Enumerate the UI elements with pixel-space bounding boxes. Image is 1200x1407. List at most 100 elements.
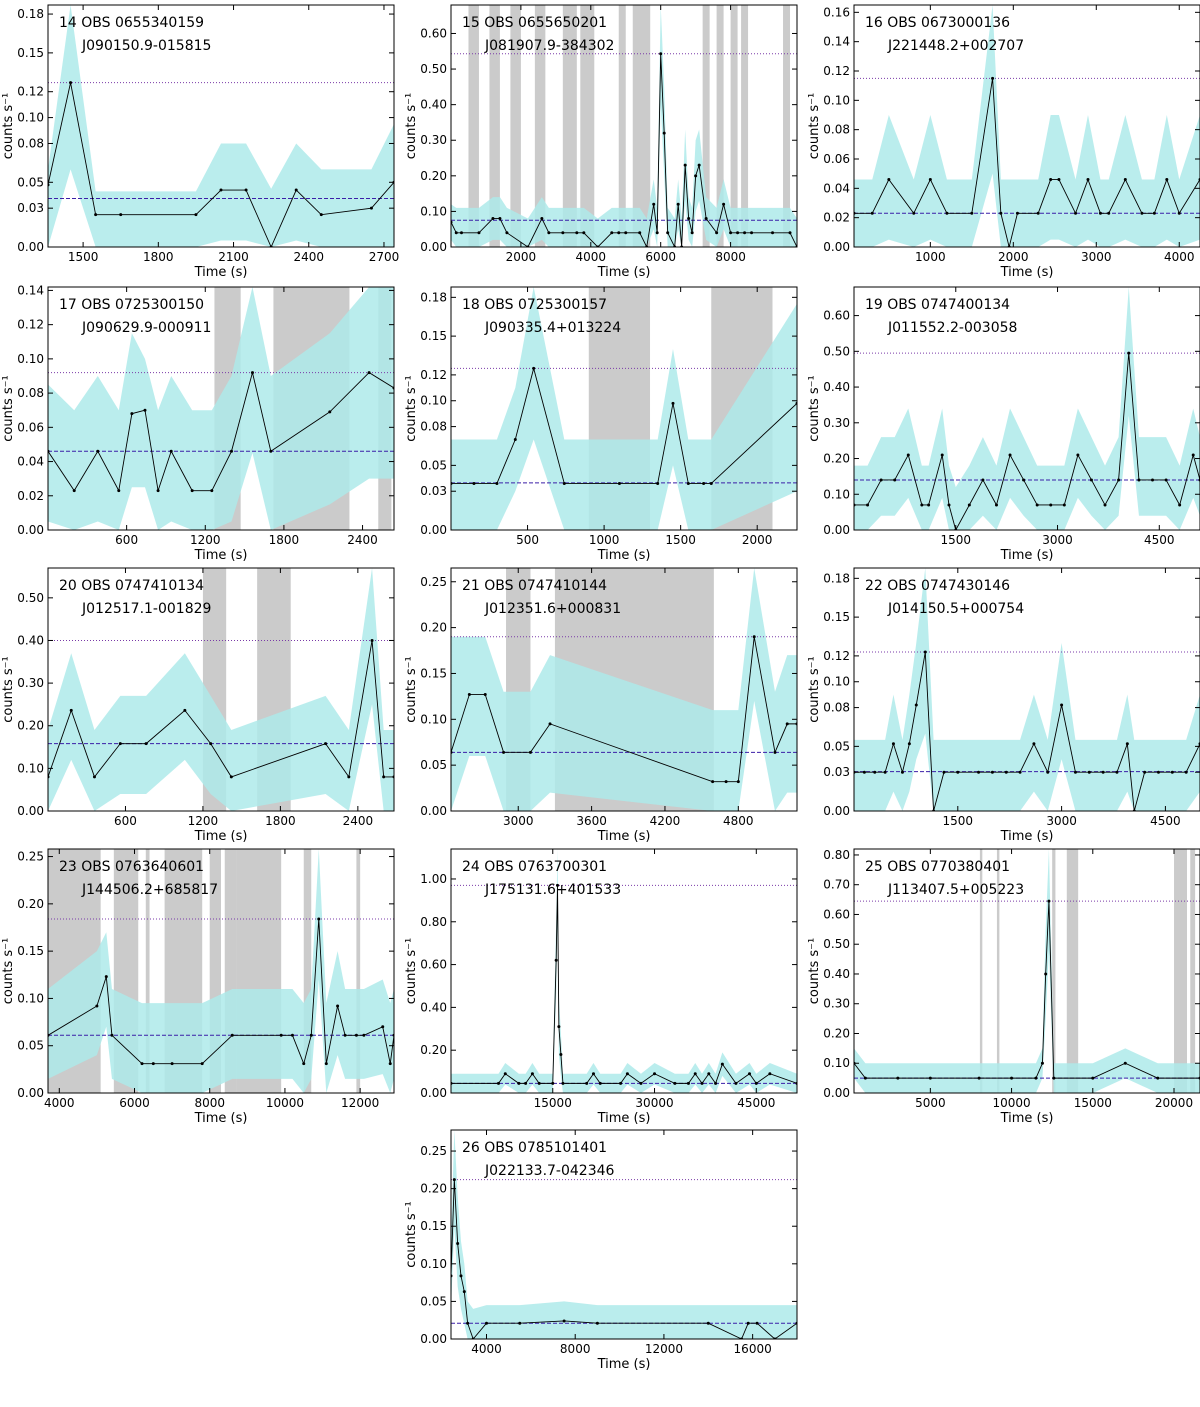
data-point [591,1072,595,1076]
xtick-label: 1800 [265,814,296,828]
ytick-label: 0.04 [17,455,44,469]
panel-22: 0.00 0.03 0.05 0.08 0.10 0.12 0.15 0.18 1500 3000… [807,567,1200,844]
ytick-label: 0.25 [420,1144,447,1158]
data-point [518,1321,522,1325]
data-point [655,231,659,235]
data-point [1074,211,1078,215]
error-band [451,5,797,247]
data-point [540,217,544,221]
data-point [1036,211,1040,215]
ytick-label: 0.12 [823,64,850,78]
ytick-label: 0.00 [17,240,44,254]
data-point [369,206,373,210]
error-band [451,1130,797,1339]
ytick-label: 1.00 [420,872,447,886]
data-point [927,503,931,507]
xtick-label: 12000 [341,1096,379,1110]
source-name-label: J014150.5+000754 [887,601,1024,617]
ytick-label: 0.00 [823,240,850,254]
data-point [729,231,733,235]
data-point [928,178,932,182]
data-point [773,750,777,754]
data-point [900,770,904,774]
data-point [879,478,883,482]
ytick-label: 0.20 [420,1043,447,1057]
ytick-label: 0.10 [823,487,850,501]
data-point [736,231,740,235]
data-point [194,213,198,217]
ytick-label: 0.10 [17,761,44,775]
ytick-label: 0.00 [420,804,447,818]
data-point [528,750,532,754]
ytick-label: 0.15 [17,944,44,958]
ytick-label: 0.12 [420,368,447,382]
data-point [1177,211,1181,215]
data-point [1035,503,1039,507]
ytick-label: 0.60 [823,907,850,921]
data-point [940,453,944,457]
data-point [467,693,471,697]
xtick-label: 5000 [915,1096,946,1110]
xtick-label: 1500 [940,533,971,547]
xtick-label: 2700 [369,250,400,264]
data-point [656,481,660,485]
data-point [724,780,728,784]
xtick-label: 3000 [1046,814,1077,828]
lightcurve-line [451,885,797,1085]
data-point [302,1062,306,1066]
axes-frame [47,286,395,531]
data-point [517,1081,521,1085]
data-point [652,202,656,206]
panel-17: 0.00 0.02 0.04 0.06 0.08 0.10 0.12 0.14 600 1200 1… [1,283,395,563]
data-point [970,211,974,215]
gti-band [979,849,983,1093]
source-name-label: J011552.2-003058 [887,320,1017,336]
data-point [559,1052,563,1056]
panel-16: 0.00 0.02 0.04 0.06 0.08 0.10 0.12 0.14 0.16 1000… [807,4,1200,280]
data-point [624,231,628,235]
data-point [1040,1061,1044,1065]
y-axis-label: counts s⁻¹ [1,93,16,159]
data-point [771,231,775,235]
data-point [676,202,680,206]
data-point [1062,503,1066,507]
xtick-label: 4800 [723,814,754,828]
plot-area [48,287,394,530]
ytick-label: 0.60 [420,26,447,40]
data-point [1164,478,1168,482]
data-point [183,708,187,712]
data-point [454,231,458,235]
data-point [562,1319,566,1323]
ytick-label: 0.06 [823,152,850,166]
gti-band [730,5,738,247]
data-point [503,1072,507,1076]
ytick-label: 0.00 [420,240,447,254]
xtick-label: 2000 [998,250,1029,264]
data-point [598,1081,602,1085]
gti-band [716,5,724,247]
xtick-label: 3000 [1042,533,1073,547]
data-point [785,722,789,726]
panel-id-label: 19 OBS 0747400134 [865,297,1010,313]
data-point [561,231,565,235]
data-point [671,401,675,405]
data-point [914,703,918,707]
axes-frame [450,1129,798,1340]
ytick-label: 0.08 [823,701,850,715]
xtick-label: 2400 [347,533,378,547]
data-point [1057,178,1061,182]
data-point [1165,178,1169,182]
ytick-label: 0.00 [17,1086,44,1100]
panel-20: 0.00 0.10 0.20 0.30 0.40 0.50 600 1200 1800 2400 T… [1,567,395,844]
data-point [746,1321,750,1325]
data-point [530,1072,534,1076]
data-point [697,163,701,167]
data-point [945,211,949,215]
data-point [585,1081,589,1085]
data-point [715,231,719,235]
ytick-label: 0.08 [17,136,44,150]
data-point [200,1062,204,1066]
y-axis-label: counts s⁻¹ [404,375,419,441]
error-band [48,287,394,530]
data-point [686,1081,690,1085]
